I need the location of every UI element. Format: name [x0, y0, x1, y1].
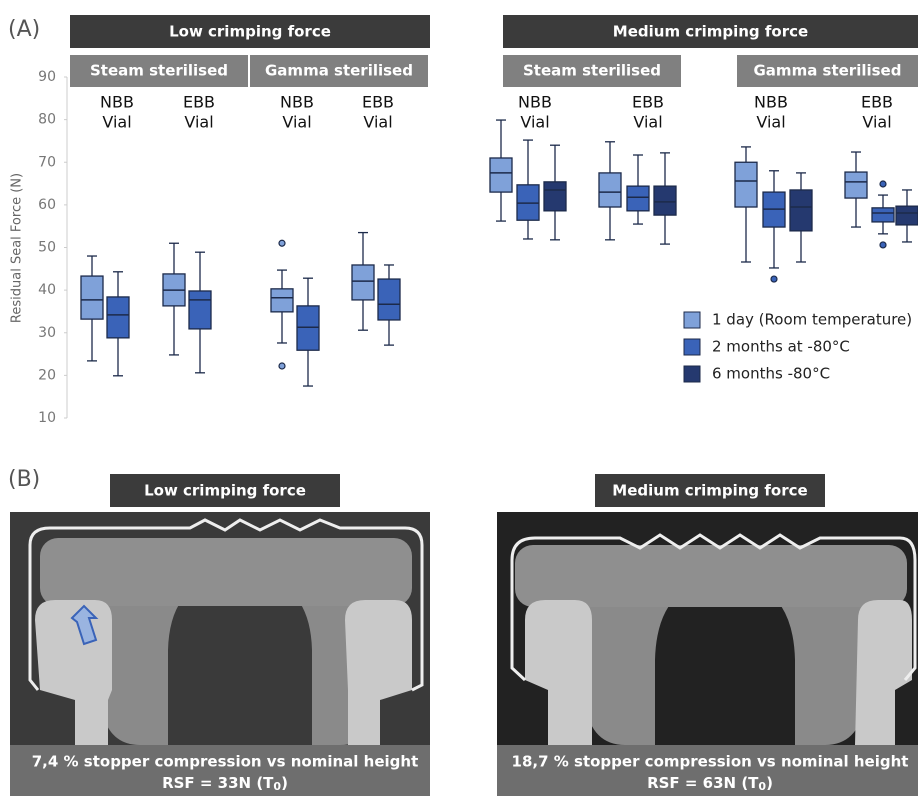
category-label: EBB: [183, 93, 215, 112]
category-label: Vial: [756, 113, 785, 132]
box: [627, 186, 649, 211]
y-tick-label: 20: [38, 367, 56, 383]
panel-label: (A): [8, 17, 40, 42]
subheader-title: Gamma sterilised: [754, 62, 902, 80]
y-tick-label: 60: [38, 197, 56, 213]
header-title: Medium crimping force: [613, 23, 808, 41]
legend-swatch: [684, 312, 700, 328]
y-tick-label: 80: [38, 112, 56, 128]
caption: 7,4 % stopper compression vs nominal hei…: [32, 753, 418, 771]
y-axis-label: Residual Seal Force (N): [10, 173, 25, 323]
caption: 18,7 % stopper compression vs nominal he…: [512, 753, 909, 771]
rsf-text: RSF = 33N (T: [162, 774, 274, 792]
category-label: NBB: [754, 93, 788, 112]
box: [654, 186, 676, 215]
category-label: EBB: [362, 93, 394, 112]
rsf-caption: RSF = 33N (T0): [162, 774, 288, 794]
category-label: EBB: [861, 93, 893, 112]
category-label: Vial: [102, 113, 131, 132]
outlier: [279, 363, 285, 369]
category-label: Vial: [282, 113, 311, 132]
y-tick-label: 10: [38, 410, 56, 426]
figure: (A) Residual Seal Force (N) (B) 10 20 30 40…: [0, 0, 918, 796]
box: [107, 297, 129, 338]
box: [896, 206, 918, 225]
subheader-title: Steam sterilised: [523, 62, 661, 80]
category-label: NBB: [518, 93, 552, 112]
legend-swatch: [684, 339, 700, 355]
legend-swatch: [684, 366, 700, 382]
category-label: Vial: [633, 113, 662, 132]
rsf-close: ): [281, 774, 288, 792]
rsf-close: ): [766, 774, 773, 792]
header-title: Low crimping force: [169, 23, 331, 41]
legend-label: 2 months at -80°C: [712, 338, 850, 356]
category-label: NBB: [100, 93, 134, 112]
y-tick-label: 90: [38, 69, 56, 85]
box: [81, 276, 103, 319]
panel-label: (B): [8, 467, 40, 492]
legend-label: 6 months -80°C: [712, 365, 830, 383]
image-title: Low crimping force: [144, 482, 306, 500]
image-title: Medium crimping force: [612, 482, 807, 500]
rsf-caption: RSF = 63N (T0): [647, 774, 773, 794]
legend-label: 1 day (Room temperature): [712, 311, 912, 329]
outlier: [880, 242, 886, 248]
y-tick-label: 40: [38, 282, 56, 298]
box: [378, 279, 400, 320]
box: [790, 190, 812, 231]
box: [845, 172, 867, 198]
outlier: [279, 240, 285, 246]
y-tick-label: 70: [38, 154, 56, 170]
category-label: Vial: [363, 113, 392, 132]
box: [189, 291, 211, 329]
subheader-title: Steam sterilised: [90, 62, 228, 80]
outlier: [771, 276, 777, 282]
y-tick-label: 30: [38, 325, 56, 341]
subheader-title: Gamma sterilised: [265, 62, 413, 80]
box: [490, 158, 512, 192]
box: [872, 208, 894, 222]
category-label: Vial: [520, 113, 549, 132]
box: [297, 306, 319, 350]
category-label: NBB: [280, 93, 314, 112]
category-label: Vial: [184, 113, 213, 132]
category-label: Vial: [862, 113, 891, 132]
rsf-text: RSF = 63N (T: [647, 774, 759, 792]
y-tick-label: 50: [38, 240, 56, 256]
box: [271, 289, 293, 312]
box: [544, 182, 566, 211]
outlier: [880, 181, 886, 187]
box: [352, 265, 374, 300]
category-label: EBB: [632, 93, 664, 112]
box: [599, 173, 621, 207]
box: [735, 162, 757, 207]
